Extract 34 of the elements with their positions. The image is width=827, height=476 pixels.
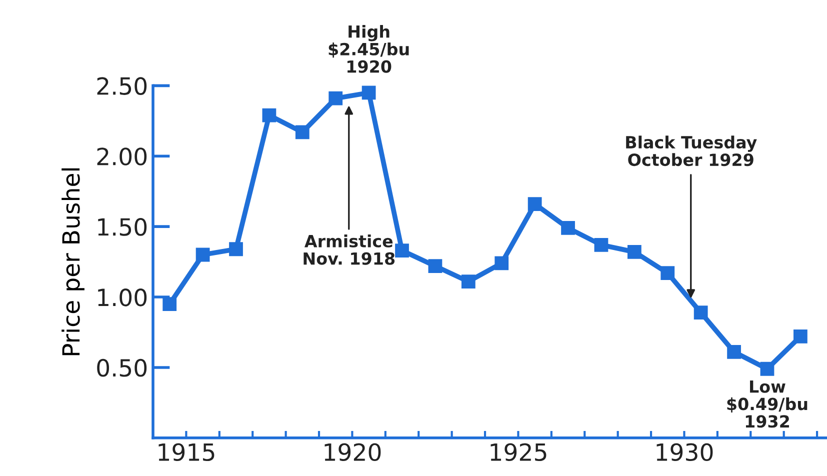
point xyxy=(428,259,442,273)
x-tick-label: 1925 xyxy=(490,443,546,462)
y-axis-title: Price per Bushel xyxy=(62,168,84,356)
annotation: Black Tuesday October 1929 xyxy=(626,136,757,166)
x-tick-label: 1915 xyxy=(158,443,214,462)
point xyxy=(660,266,675,280)
y-tick-label: 1.00 xyxy=(98,288,147,306)
y-tick-label: 1.50 xyxy=(98,218,147,236)
x-tick-label: 1930 xyxy=(656,443,713,462)
point xyxy=(328,91,343,106)
point xyxy=(162,297,177,312)
annotation: Low $0.49/bu 1932 xyxy=(727,380,808,428)
y-tick-label: 0.50 xyxy=(97,358,147,377)
y-tick-label: 2.00 xyxy=(97,148,147,166)
point xyxy=(229,242,243,256)
point xyxy=(362,86,376,100)
annotation: Armistice Nov. 1918 xyxy=(304,234,395,265)
point xyxy=(727,345,741,359)
point xyxy=(295,125,310,140)
point xyxy=(196,248,210,262)
point xyxy=(494,256,509,270)
point xyxy=(461,274,476,288)
point xyxy=(561,221,575,235)
point xyxy=(793,330,808,344)
annotation: High $2.45/bu 1920 xyxy=(328,25,409,73)
point xyxy=(694,306,708,320)
point xyxy=(262,108,276,122)
y-tick-label: 2.50 xyxy=(97,77,147,95)
point xyxy=(594,238,608,252)
point xyxy=(395,244,409,258)
x-tick-label: 1920 xyxy=(324,443,381,462)
point xyxy=(760,362,774,376)
point xyxy=(627,244,642,259)
point xyxy=(528,197,542,211)
